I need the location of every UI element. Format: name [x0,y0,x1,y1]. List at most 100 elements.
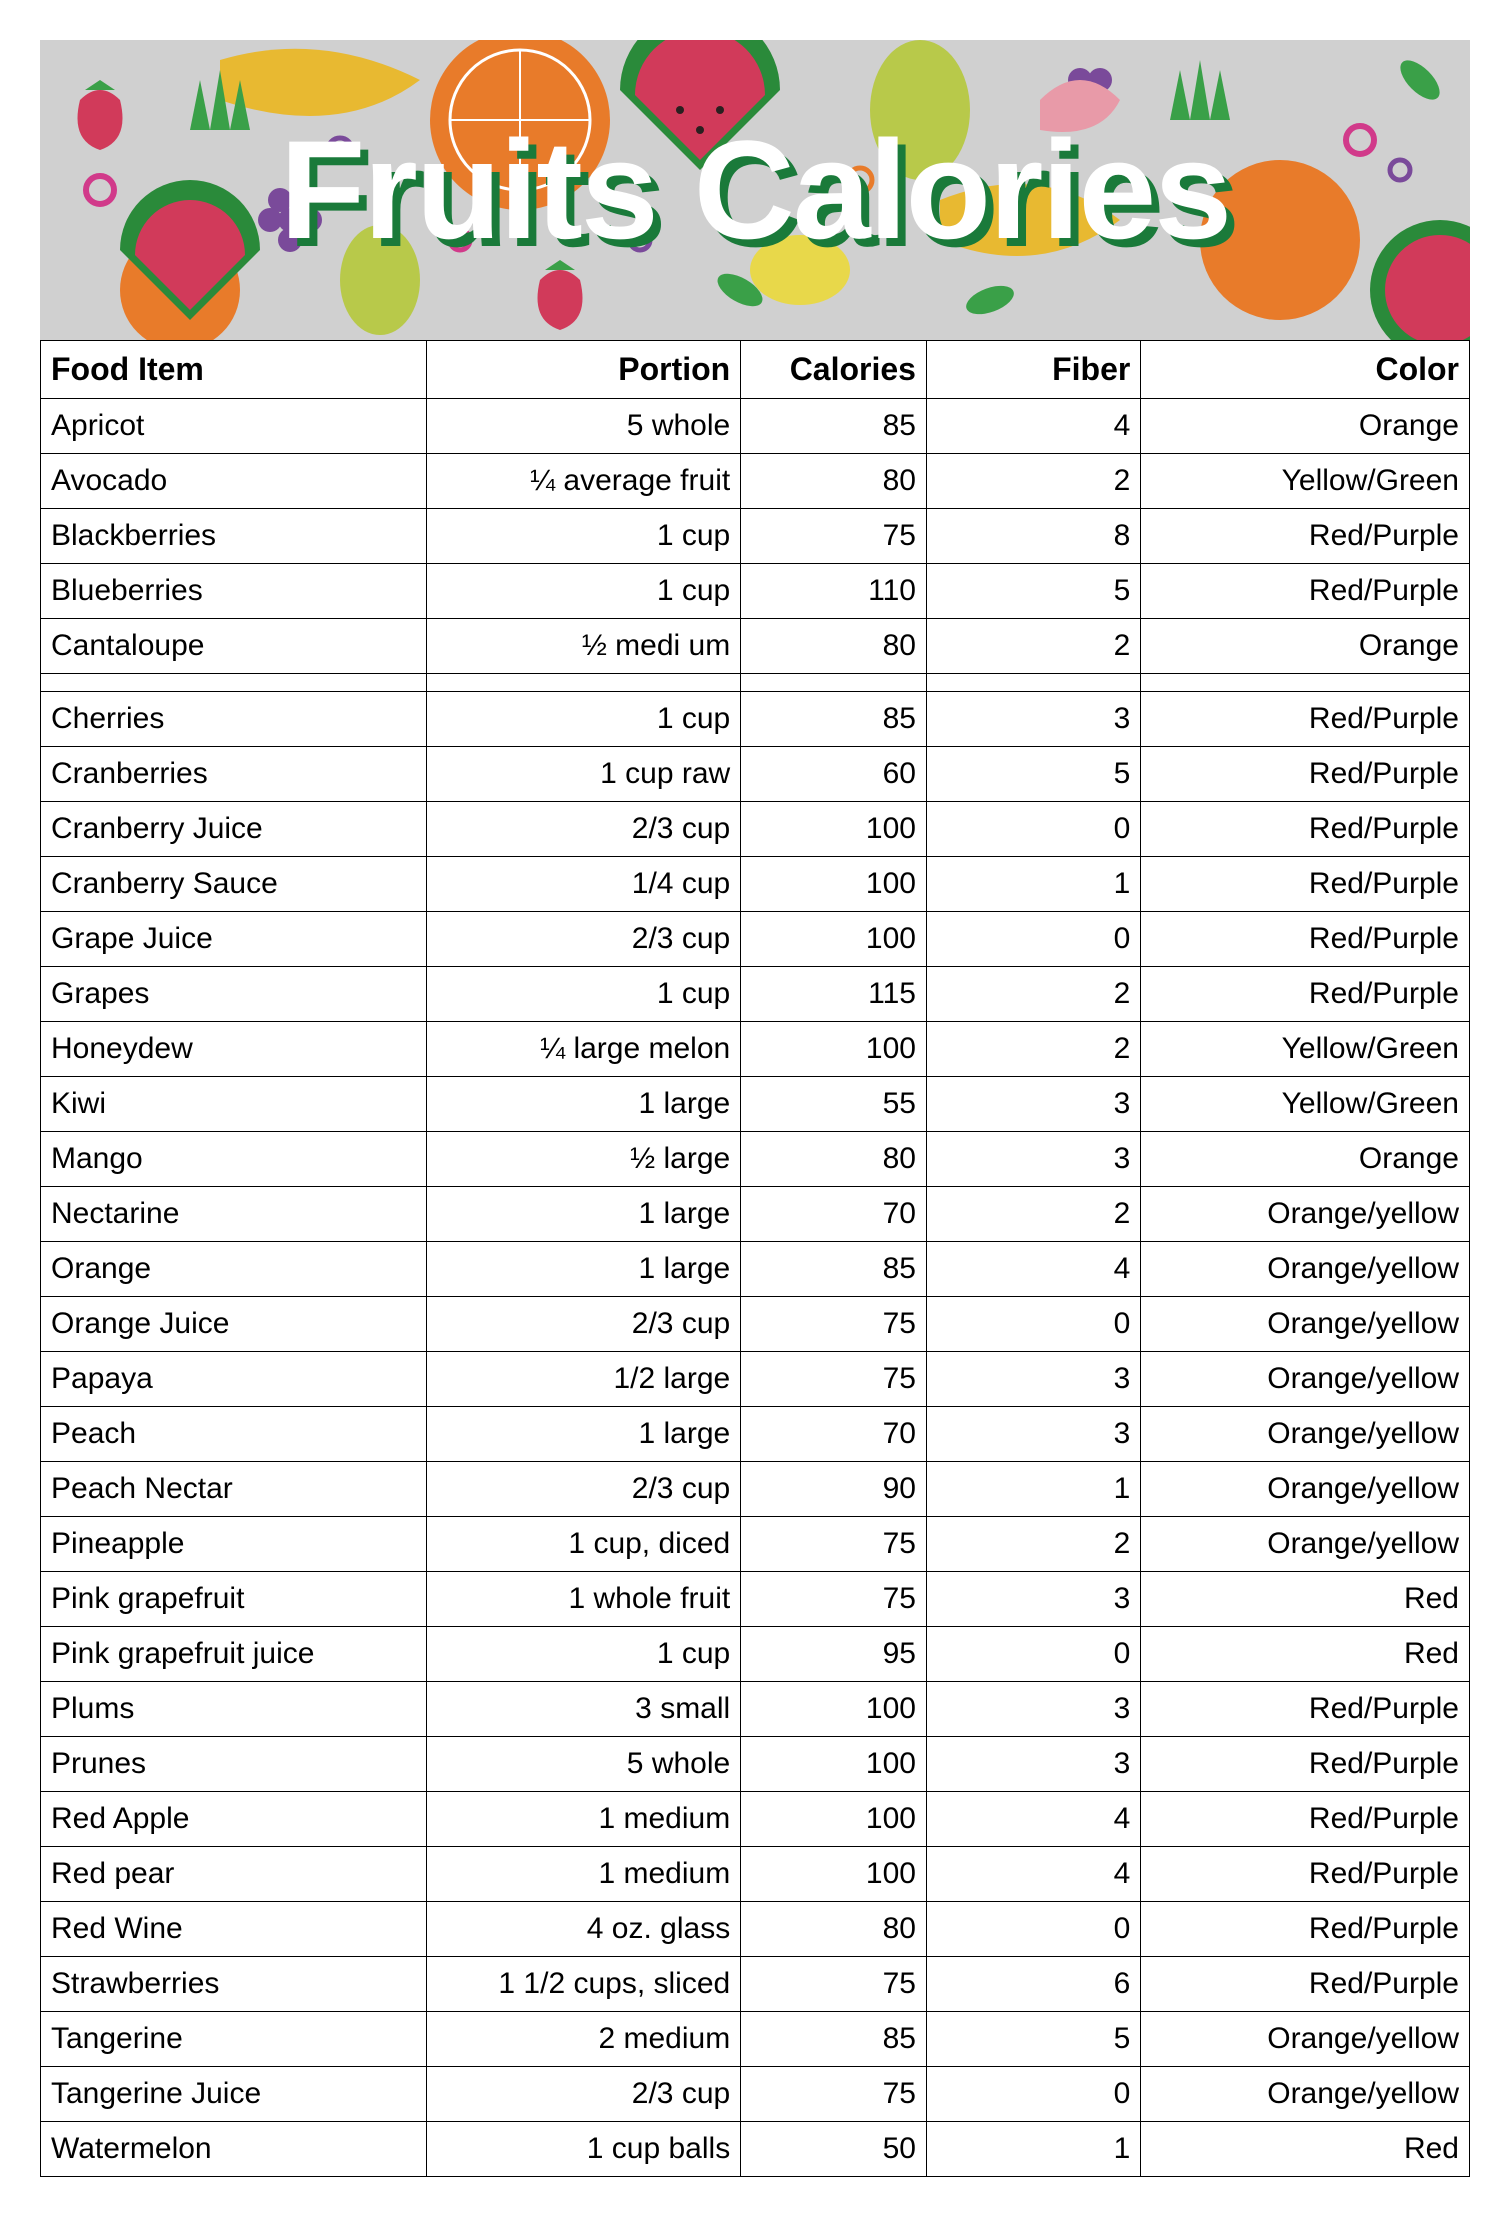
cell: 4 [926,1791,1140,1846]
cell: Orange/yellow [1141,2011,1470,2066]
cell: 3 [926,1131,1140,1186]
cell: Avocado [41,453,427,508]
cell: 50 [741,2121,927,2176]
cell: 2 [926,453,1140,508]
cell: 80 [741,1901,927,1956]
cell: 2/3 cup [426,2066,740,2121]
cell: 75 [741,1351,927,1406]
cell: Red Apple [41,1791,427,1846]
cell: 1 [926,1461,1140,1516]
cell: Pineapple [41,1516,427,1571]
table-row: Avocado¼ average fruit802Yellow/Green [41,453,1470,508]
cell: Cherries [41,691,427,746]
cell: 1 1/2 cups, sliced [426,1956,740,2011]
cell: 0 [926,2066,1140,2121]
cell: Apricot [41,398,427,453]
cell: 3 [926,1076,1140,1131]
table-row: Peach Nectar2/3 cup901Orange/yellow [41,1461,1470,1516]
cell: Orange Juice [41,1296,427,1351]
cell: Red/Purple [1141,508,1470,563]
table-row: Apricot5 whole854Orange [41,398,1470,453]
cell: 2/3 cup [426,1296,740,1351]
cell: 0 [926,1626,1140,1681]
cell: Red/Purple [1141,1956,1470,2011]
cell: 5 [926,563,1140,618]
cell: 4 [926,398,1140,453]
cell: 75 [741,1956,927,2011]
cell: 70 [741,1406,927,1461]
cell: Red/Purple [1141,911,1470,966]
table-row: Red pear1 medium1004Red/Purple [41,1846,1470,1901]
cell: Yellow/Green [1141,1021,1470,1076]
cell: 85 [741,398,927,453]
cell: 1 cup [426,691,740,746]
cell: 0 [926,1296,1140,1351]
cell: 95 [741,1626,927,1681]
cell: Yellow/Green [1141,1076,1470,1131]
cell: 75 [741,1571,927,1626]
table-body: Apricot5 whole854OrangeAvocado¼ average … [41,398,1470,2176]
cell: Orange/yellow [1141,2066,1470,2121]
cell: 55 [741,1076,927,1131]
cell: 1 large [426,1406,740,1461]
cell: 100 [741,801,927,856]
cell: 85 [741,691,927,746]
page-container: Fruits Calories Food ItemPortionCalories… [40,40,1470,2177]
cell: 1 cup [426,563,740,618]
cell: 2/3 cup [426,1461,740,1516]
cell: Red/Purple [1141,1791,1470,1846]
table-header: Food ItemPortionCaloriesFiberColor [41,341,1470,399]
cell: 3 [926,1736,1140,1791]
cell: 100 [741,911,927,966]
cell: Red pear [41,1846,427,1901]
cell: 100 [741,1736,927,1791]
cell: 115 [741,966,927,1021]
table-row: Blueberries1 cup1105Red/Purple [41,563,1470,618]
table-row: Prunes5 whole1003Red/Purple [41,1736,1470,1791]
cell: 75 [741,2066,927,2121]
col-header-2: Calories [741,341,927,399]
cell: 100 [741,1791,927,1846]
cell: 2 [926,618,1140,673]
cell: Peach [41,1406,427,1461]
cell: 1 [926,856,1140,911]
table-row: Pineapple1 cup, diced752Orange/yellow [41,1516,1470,1571]
cell: 3 [926,691,1140,746]
cell: Orange/yellow [1141,1406,1470,1461]
cell: Red/Purple [1141,1901,1470,1956]
cell: 80 [741,1131,927,1186]
cell: 8 [926,508,1140,563]
cell: 2/3 cup [426,911,740,966]
cell: Plums [41,1681,427,1736]
cell: 3 [926,1351,1140,1406]
cell: 60 [741,746,927,801]
cell: 80 [741,618,927,673]
cell: ½ large [426,1131,740,1186]
cell: 1 cup [426,1626,740,1681]
cell: 2 [926,1516,1140,1571]
cell: 1 large [426,1076,740,1131]
cell: 1/4 cup [426,856,740,911]
cell: Mango [41,1131,427,1186]
cell: Orange/yellow [1141,1241,1470,1296]
row-gap [41,673,1470,691]
cell: Orange/yellow [1141,1351,1470,1406]
fruits-table: Food ItemPortionCaloriesFiberColor Apric… [40,340,1470,2177]
col-header-4: Color [1141,341,1470,399]
cell: Kiwi [41,1076,427,1131]
col-header-3: Fiber [926,341,1140,399]
cell: Red [1141,1626,1470,1681]
table-row: Strawberries1 1/2 cups, sliced756Red/Pur… [41,1956,1470,2011]
table-row: Blackberries1 cup758Red/Purple [41,508,1470,563]
cell: Tangerine Juice [41,2066,427,2121]
cell: Tangerine [41,2011,427,2066]
cell: Blueberries [41,563,427,618]
cell: 0 [926,911,1140,966]
cell: 85 [741,2011,927,2066]
cell: Orange [1141,1131,1470,1186]
cell: 90 [741,1461,927,1516]
cell: Red/Purple [1141,691,1470,746]
cell: Strawberries [41,1956,427,2011]
cell: 1 cup [426,508,740,563]
cell: Red/Purple [1141,966,1470,1021]
